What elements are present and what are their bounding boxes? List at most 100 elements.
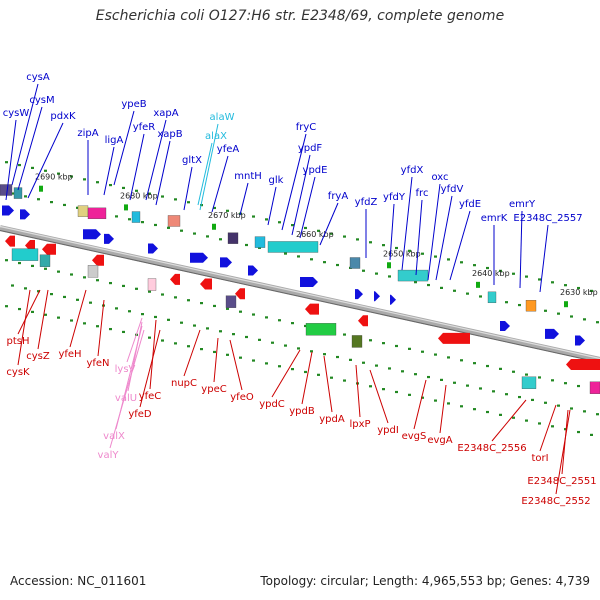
reverse-gene-block	[39, 254, 51, 267]
gene-leader-line	[439, 384, 447, 434]
reverse-gene-block	[589, 381, 600, 394]
reverse-gene-label: evgS	[402, 431, 427, 442]
gene-leader-line	[129, 133, 145, 201]
tick-dash	[486, 364, 489, 368]
tick-dash	[96, 181, 99, 184]
tick-dash	[70, 175, 73, 178]
tick-dash	[304, 370, 307, 374]
forward-gene-arrow	[545, 328, 559, 339]
tick-dash	[44, 169, 47, 172]
tick-dash	[395, 390, 398, 394]
forward-gene-block	[0, 184, 13, 196]
forward-gene-label: pdxK	[50, 111, 76, 122]
gene-leader-line	[109, 329, 145, 449]
tick-dash	[590, 289, 593, 292]
tick-dash	[551, 281, 554, 284]
tick-dash	[356, 238, 359, 241]
forward-gene-block	[227, 232, 239, 244]
tick-dash	[564, 284, 567, 287]
tick-dash	[252, 313, 255, 316]
forward-gene-label: ligA	[105, 135, 124, 146]
forward-gene-label: ypdE	[303, 165, 328, 176]
forward-gene-label: yfdY	[383, 192, 406, 203]
tick-dash	[336, 263, 339, 267]
map-title: Escherichia coli O127:H6 str. E2348/69, …	[95, 8, 505, 24]
tick-dash	[583, 410, 586, 413]
gene-leader-line	[113, 110, 135, 186]
gene-leader-line	[323, 355, 333, 413]
tick-dash	[453, 289, 456, 292]
tick-dash	[304, 324, 307, 328]
tick-dash	[525, 419, 528, 422]
forward-gene-label: frc	[416, 188, 429, 199]
tick-dash	[63, 203, 66, 207]
forward-gene-arrow	[300, 277, 318, 287]
gene-leader-line	[491, 399, 527, 442]
forward-gene-label: yfdZ	[355, 197, 378, 208]
tick-dash	[512, 416, 515, 419]
gene-leader-line	[291, 154, 311, 236]
reverse-gene-arrow	[170, 273, 180, 285]
reverse-gene-label: ypdB	[289, 406, 315, 417]
gene-leader-line	[27, 122, 64, 199]
tick-dash	[219, 238, 222, 241]
reverse-gene-label: ypdA	[319, 414, 345, 425]
forward-gene-block	[349, 257, 361, 269]
backbone-shadow	[0, 230, 600, 363]
tick-dash	[226, 353, 229, 356]
tick-dash	[135, 189, 138, 192]
tick-dash	[245, 335, 248, 339]
reverse-gene-label: E2348C_2551	[527, 476, 596, 487]
reverse-gene-block	[147, 278, 157, 291]
gene-leader-line	[149, 319, 157, 390]
reverse-gene-block	[87, 265, 99, 278]
gene-leader-line	[415, 199, 423, 276]
tick-dash	[31, 264, 34, 268]
tick-dash	[89, 301, 92, 304]
tick-dash	[161, 339, 164, 342]
tick-dash	[544, 309, 547, 312]
scale-label: 2690 kbp	[35, 173, 73, 182]
rna-reverse-gene-label: valU	[115, 393, 137, 404]
forward-gene-block	[167, 215, 181, 227]
tick-dash	[284, 252, 287, 255]
tick-dash	[148, 290, 151, 293]
forward-gene-arrow	[355, 289, 363, 300]
gene-leader-line	[17, 289, 31, 366]
forward-gene-label: E2348C_2557	[513, 213, 582, 224]
tick-dash	[128, 310, 131, 313]
forward-gene-block	[131, 211, 141, 223]
gene-leader-line	[355, 364, 361, 418]
tick-dash	[141, 221, 144, 224]
rna-reverse-gene-label: lysV	[115, 364, 136, 375]
tick-dash	[213, 304, 216, 308]
tick-dash	[492, 390, 495, 393]
tick-dash	[291, 322, 294, 325]
tick-dash	[486, 410, 489, 414]
forward-gene-label: yfdV	[441, 184, 464, 195]
tick-dash	[590, 433, 593, 436]
forward-gene-label: ypeB	[121, 99, 146, 110]
forward-gene-arrow	[390, 294, 396, 305]
tick-dash	[50, 293, 53, 296]
tick-dash	[382, 244, 385, 247]
tick-dash	[11, 192, 14, 195]
tick-dash	[330, 232, 333, 235]
reverse-gene-label: yfeH	[58, 349, 81, 360]
tick-dash	[505, 393, 508, 396]
tick-dash	[538, 422, 541, 425]
tick-dash	[167, 318, 170, 321]
rna-reverse-gene-label: valX	[103, 431, 125, 442]
reverse-gene-block	[521, 376, 537, 389]
tick-dash	[213, 206, 216, 210]
gene-leader-line	[369, 369, 389, 424]
tick-dash	[96, 279, 99, 282]
gene-leader-line	[17, 106, 43, 191]
rna-reverse-gene-label: valY	[98, 450, 120, 461]
gene-leader-line	[97, 299, 105, 357]
tick-dash	[551, 379, 554, 382]
reverse-gene-label: yfeO	[230, 392, 254, 403]
gene-leader-line	[239, 182, 249, 216]
forward-gene-label: fryC	[296, 122, 317, 133]
tick-dash	[369, 339, 372, 342]
